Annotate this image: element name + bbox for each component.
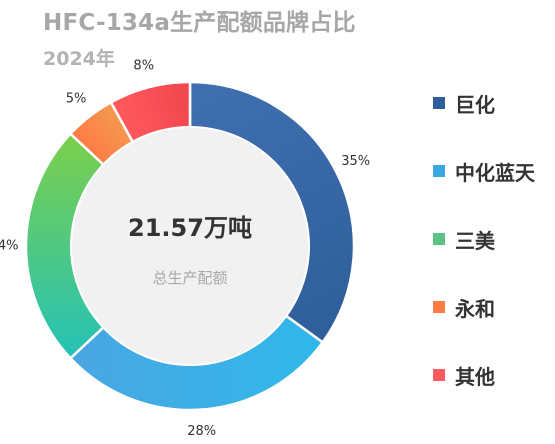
- legend-item-other[interactable]: 其他: [433, 358, 535, 392]
- legend-swatch-other: [433, 369, 445, 381]
- legend-swatch-juhua: [433, 97, 445, 109]
- slice-value-label-4: 8%: [133, 58, 154, 73]
- chart-title: HFC-134a生产配额品牌占比: [43, 10, 356, 36]
- donut-center-label: 总生产配额: [152, 269, 227, 287]
- slice-value-label-0: 35%: [341, 154, 370, 169]
- donut-center-disc: [70, 126, 310, 366]
- slice-value-label-2: 24%: [0, 239, 18, 254]
- legend-item-juhua[interactable]: 巨化: [433, 86, 535, 120]
- legend-label-zhonghua-lantian: 中化蓝天: [455, 160, 535, 185]
- legend-item-yonghe[interactable]: 永和: [433, 290, 535, 324]
- legend-item-sanmei[interactable]: 三美: [433, 222, 535, 256]
- legend-swatch-zhonghua-lantian: [433, 165, 445, 177]
- legend-swatch-sanmei: [433, 233, 445, 245]
- slice-value-label-1: 28%: [187, 424, 216, 439]
- legend-label-yonghe: 永和: [455, 296, 495, 321]
- donut-center-value: 21.57万吨: [128, 214, 252, 242]
- legend-label-other: 其他: [455, 364, 495, 389]
- legend-label-juhua: 巨化: [455, 92, 495, 117]
- legend-label-sanmei: 三美: [455, 228, 495, 253]
- legend-item-zhonghua-lantian[interactable]: 中化蓝天: [433, 154, 535, 188]
- slice-value-label-3: 5%: [66, 92, 87, 107]
- chart-subtitle: 2024年: [43, 48, 115, 70]
- chart-legend: 巨化 中化蓝天 三美 永和 其他: [433, 86, 535, 426]
- legend-swatch-yonghe: [433, 301, 445, 313]
